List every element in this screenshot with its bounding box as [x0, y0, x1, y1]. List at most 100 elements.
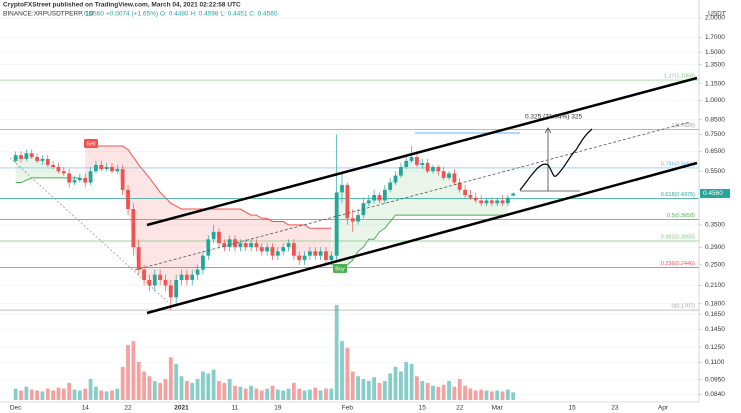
volume-bar [147, 376, 152, 400]
x-tick-label: Dec [10, 405, 22, 412]
candle-body [340, 184, 344, 193]
candle-body [190, 274, 195, 280]
y-tick-label: 0.1100 [705, 359, 725, 366]
candle-body [479, 200, 484, 204]
y-tick-label: 0.2500 [705, 262, 725, 269]
x-tick-label: Mar [492, 405, 504, 412]
candle-body [441, 171, 446, 178]
volume-bar [436, 386, 441, 400]
y-tick-label: 0.0950 [705, 376, 725, 383]
volume-bar [110, 390, 114, 400]
volume-bar [275, 389, 280, 400]
candle-body [45, 158, 50, 165]
volume-bar [190, 382, 195, 400]
volume-bar [404, 362, 409, 400]
candle-body [67, 173, 72, 183]
volume-bar [372, 377, 377, 400]
volume-bar [126, 344, 130, 400]
volume-bar [329, 388, 334, 400]
candle-body [61, 171, 66, 174]
candle-body [51, 164, 56, 167]
candle-body [259, 247, 264, 252]
volume-bar [19, 390, 23, 400]
candle-body [270, 247, 275, 256]
channel-mid [134, 121, 691, 271]
volume-bar [77, 390, 82, 400]
volume-bar [35, 390, 39, 400]
volume-bar [473, 390, 478, 400]
volume-bar [201, 371, 205, 400]
candle-body [227, 239, 232, 248]
candle-body [94, 164, 98, 172]
candles [13, 134, 516, 311]
candle-body [511, 193, 516, 196]
volume-bar [174, 363, 179, 400]
trend-fill [85, 146, 332, 298]
volume-bar [286, 388, 291, 400]
volume-bar [254, 388, 259, 400]
x-tick-label: 22 [124, 405, 132, 412]
candle-body [238, 243, 243, 248]
candle-body [436, 166, 441, 172]
candle-body [308, 251, 312, 256]
candle-body [35, 157, 39, 161]
y-tick-label: 0.1250 [705, 344, 725, 351]
volume-bar [382, 381, 387, 400]
candle-body [104, 166, 109, 170]
volume-bar [168, 357, 173, 400]
symbol: BINANCE:XRPUSDTPERP, 1D [3, 11, 94, 18]
last-price: 0.4560 [84, 11, 104, 18]
candle-body [201, 255, 205, 270]
candle-body [489, 200, 494, 204]
candle-body [372, 195, 377, 201]
y-tick-label: 1.1500 [705, 80, 725, 87]
candle-body [495, 200, 500, 204]
channel-lower [146, 161, 698, 315]
volume-bar [45, 388, 50, 400]
volume-bar [131, 341, 136, 400]
candle-body [329, 255, 334, 261]
y-tick-label: 0.5500 [705, 168, 725, 175]
candle-body [56, 166, 61, 172]
volume-bar [356, 376, 360, 400]
x-tick-label: Feb [342, 405, 354, 412]
candle-body [24, 153, 29, 159]
candle-body [473, 197, 478, 201]
volume-bar [56, 387, 61, 400]
volume-bar [115, 388, 120, 400]
y-tick-label: 0.7500 [705, 131, 725, 138]
candle-body [275, 251, 280, 256]
x-tick-label: 15 [419, 405, 427, 412]
y-tick-label: 1.5000 [705, 49, 725, 56]
candle-body [110, 166, 114, 172]
volume-bar [511, 392, 516, 400]
volume-bar [99, 390, 104, 400]
sell-badge [84, 139, 98, 148]
x-tick-label: 22 [456, 405, 464, 412]
candle-body [249, 243, 253, 248]
candle-body [286, 243, 291, 248]
publisher: CryptoFXStreet published on TradingView.… [3, 2, 241, 9]
fib-label: 1.27(1.1856) [664, 74, 695, 80]
volume-bar [13, 388, 18, 400]
volume-bar [281, 390, 286, 400]
x-tick-label: 11 [232, 405, 239, 412]
candle-body [206, 239, 211, 256]
ohlc-readout: O: 0.4480 H: 0.4598 L: 0.4451 C: 0.4560 [160, 11, 278, 18]
candle-body [19, 155, 23, 159]
candle-body [126, 189, 130, 210]
volume-bar [468, 388, 473, 400]
x-tick-label: 15 [568, 405, 576, 412]
y-tick-label: 1.0000 [705, 97, 725, 104]
candle-body [217, 231, 221, 244]
candle-body [265, 247, 270, 252]
fib-label: 0.786(0.5655) [661, 161, 695, 167]
y-tick-label: 0.1450 [705, 326, 725, 333]
candle-body [77, 177, 82, 181]
candle-body [184, 274, 189, 280]
candle-body [425, 162, 430, 172]
candle-body [142, 269, 146, 280]
volume-bar [238, 386, 243, 400]
fib-levels: 1.27(1.1856) 1(0.7825) 0.786(0.5655) 0.618(… [0, 74, 699, 311]
currency: USDT [708, 11, 726, 18]
